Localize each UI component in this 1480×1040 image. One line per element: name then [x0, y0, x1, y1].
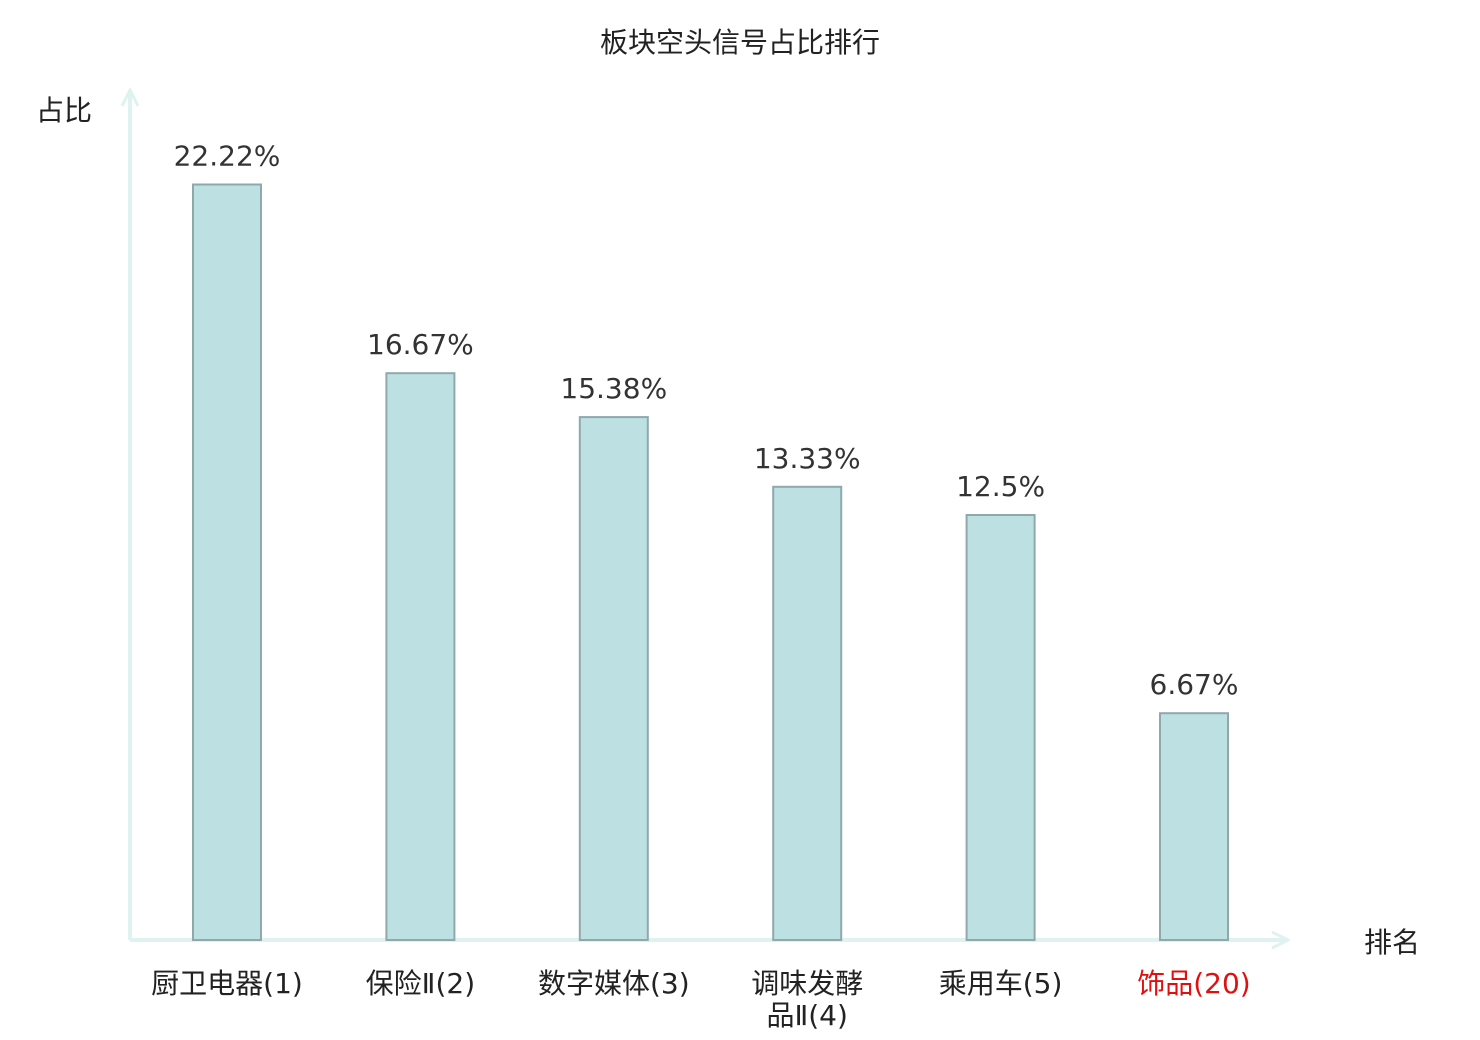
x-axis-label: 排名 [1364, 926, 1420, 959]
category-label-2: 保险Ⅱ(2) [366, 967, 475, 1000]
value-label-1: 22.22% [174, 140, 281, 173]
bar-3 [578, 416, 649, 942]
bar-series [192, 183, 1229, 942]
category-label-5: 乘用车(5) [939, 967, 1063, 1000]
bar-5 [965, 514, 1036, 941]
value-label-5: 12.5% [956, 470, 1045, 503]
bar-2 [385, 372, 456, 941]
value-label-2: 16.67% [367, 328, 474, 361]
chart-title: 板块空头信号占比排行 [600, 26, 880, 59]
category-label-1: 厨卫电器(1) [151, 967, 303, 1000]
value-label-4: 13.33% [754, 442, 861, 475]
category-label-3: 数字媒体(3) [538, 967, 690, 1000]
bar-4 [772, 485, 843, 941]
value-labels: 22.22% 16.67% 15.38% 13.33% 12.5% 6.67% [174, 140, 1239, 702]
category-label-6: 饰品(20) [1137, 967, 1250, 1000]
bar-6 [1159, 712, 1229, 942]
category-label-4-line-2: 品Ⅱ(4) [766, 999, 847, 1032]
value-label-6: 6.67% [1150, 668, 1239, 701]
value-label-3: 15.38% [560, 372, 667, 405]
category-label-4-line-1: 调味发酵 [751, 967, 863, 1000]
bar-1 [192, 183, 262, 941]
y-axis-label: 占比 [36, 94, 92, 127]
